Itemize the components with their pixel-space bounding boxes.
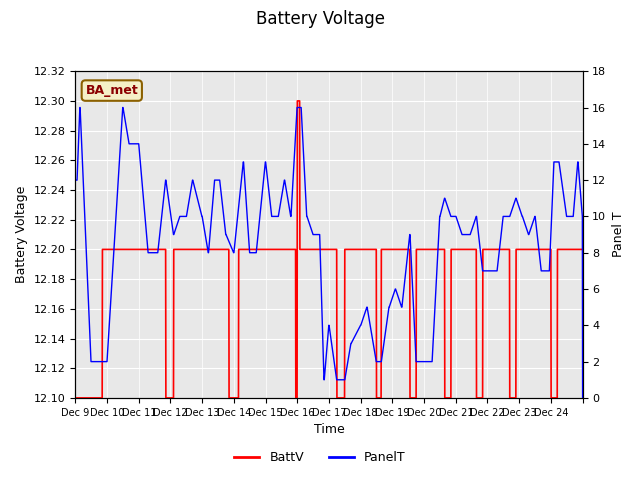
Text: BA_met: BA_met bbox=[85, 84, 138, 97]
Legend: BattV, PanelT: BattV, PanelT bbox=[229, 446, 411, 469]
Y-axis label: Battery Voltage: Battery Voltage bbox=[15, 186, 28, 283]
Y-axis label: Panel T: Panel T bbox=[612, 212, 625, 257]
Text: Battery Voltage: Battery Voltage bbox=[255, 10, 385, 28]
X-axis label: Time: Time bbox=[314, 423, 344, 436]
